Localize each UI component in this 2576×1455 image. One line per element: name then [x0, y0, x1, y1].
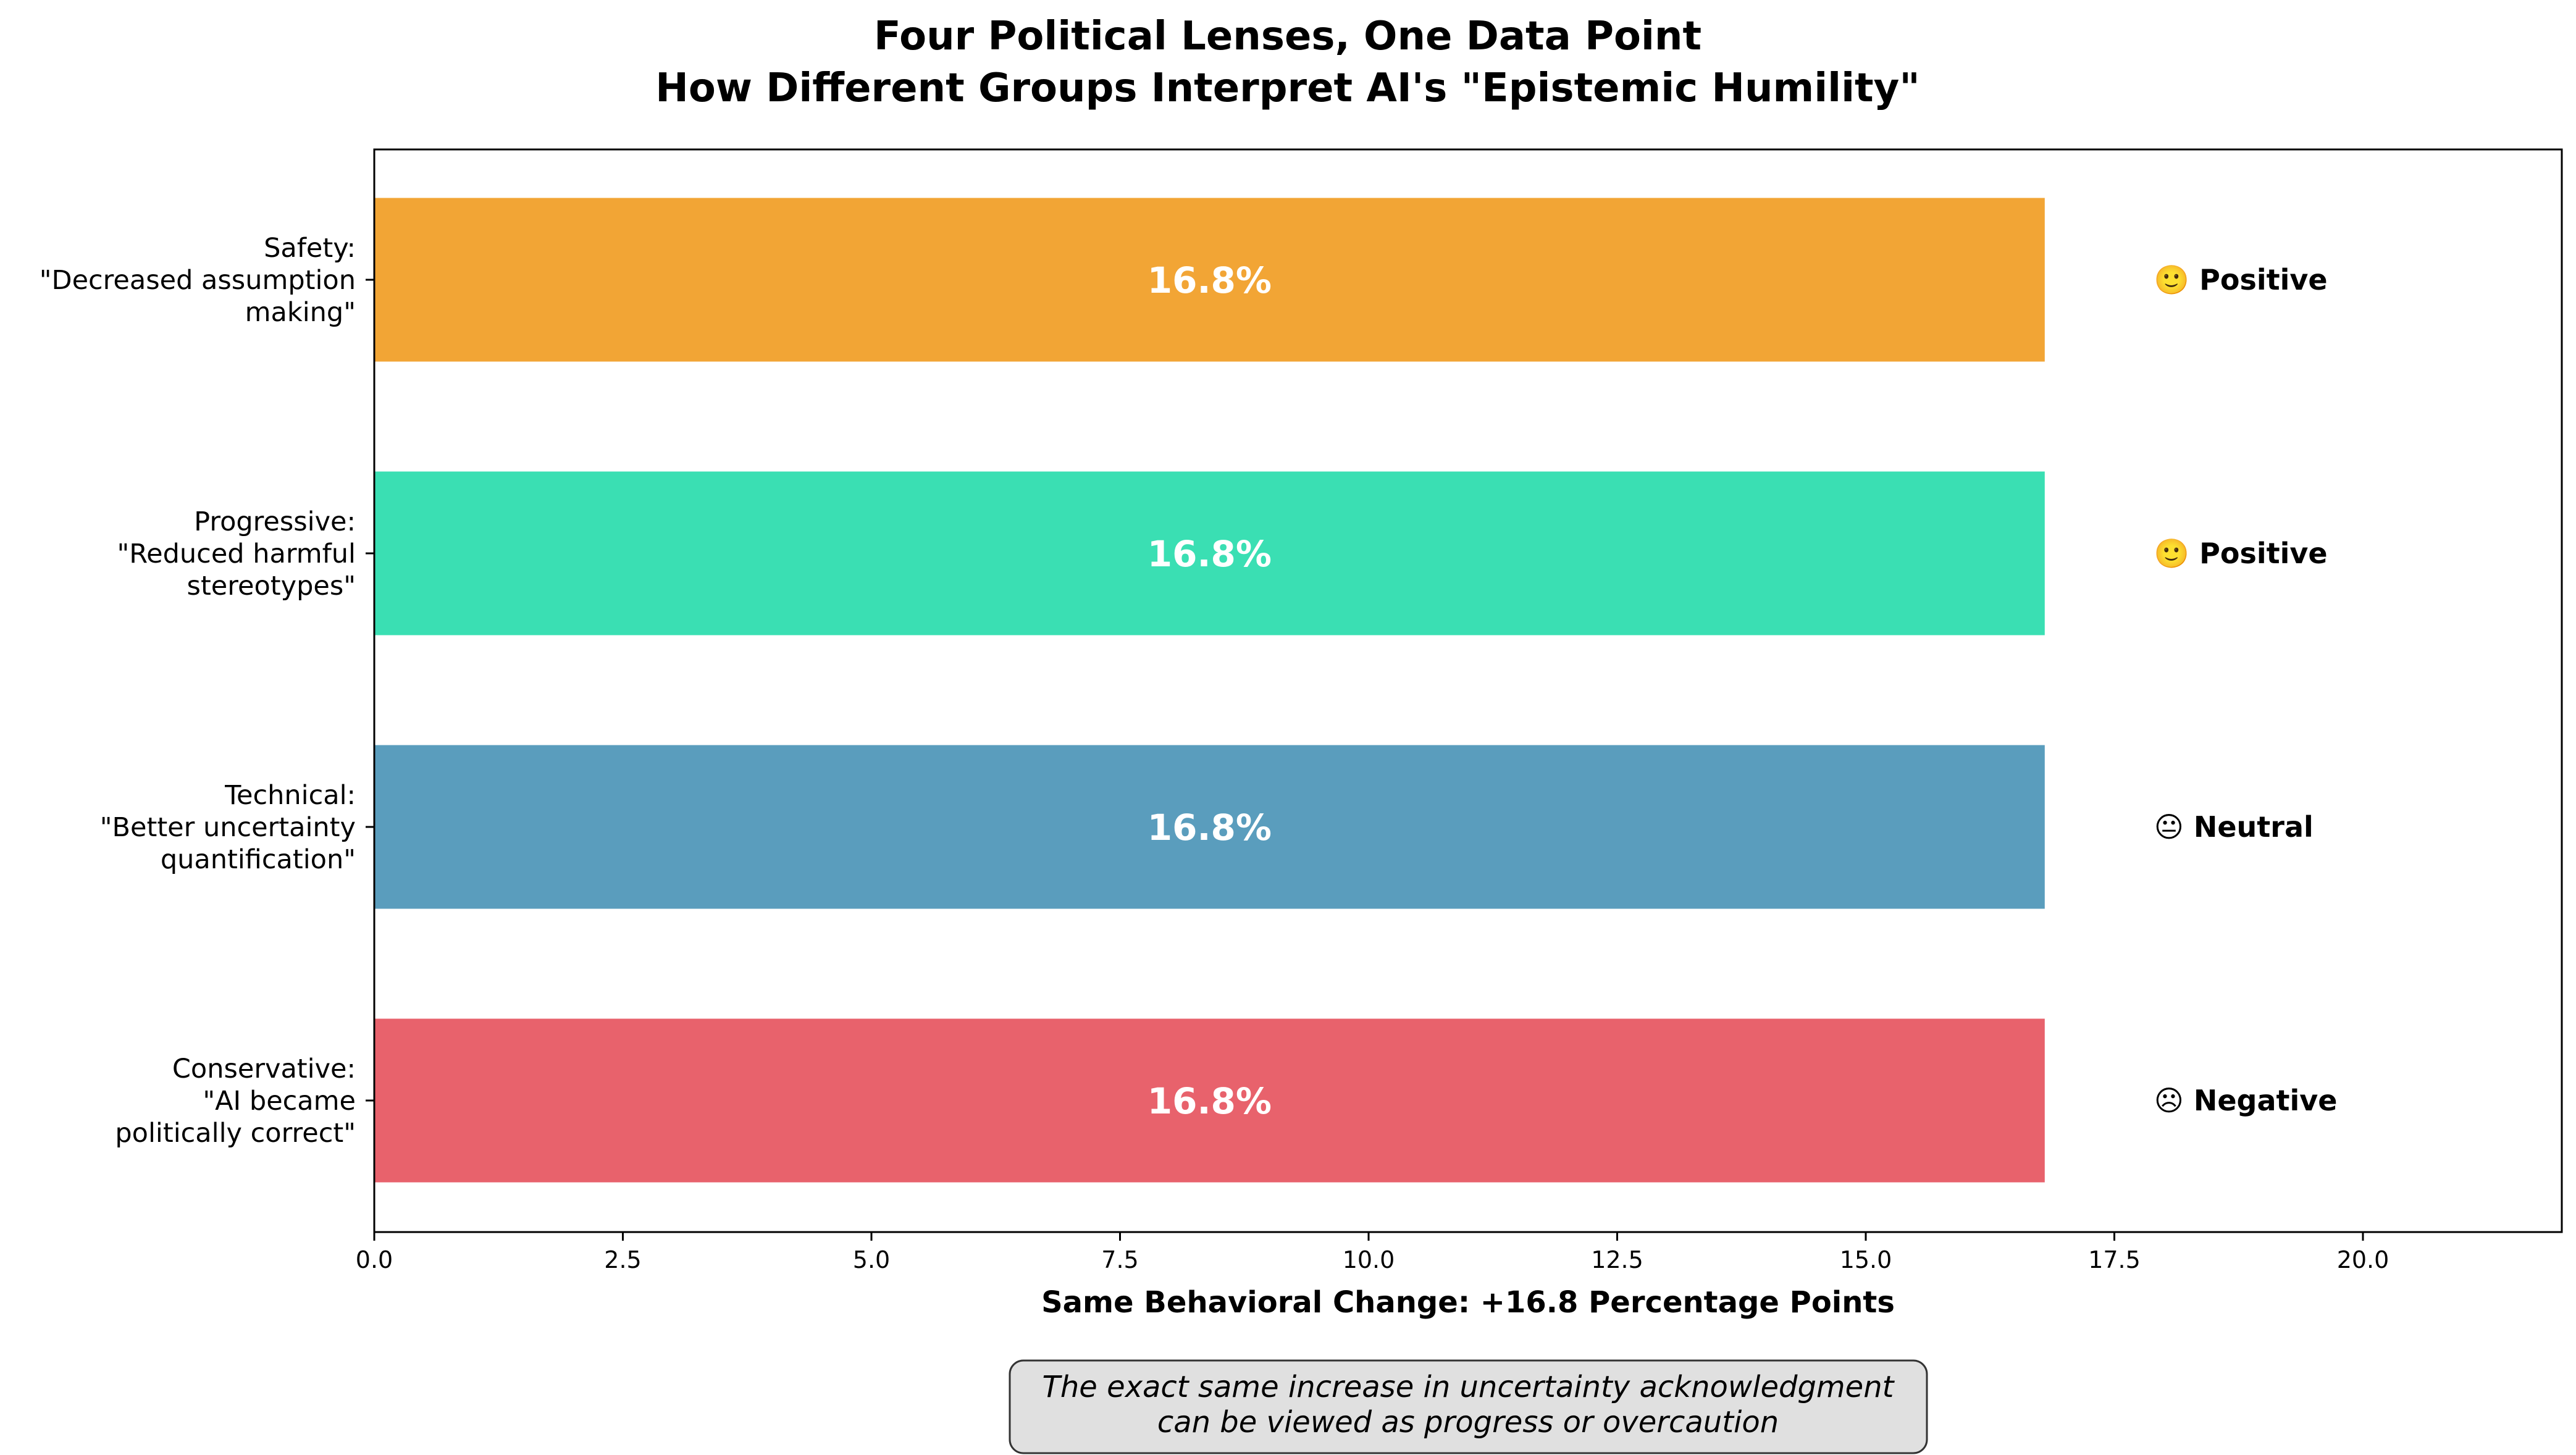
category-label: "Reduced harmful: [117, 539, 356, 569]
x-tick-label: 20.0: [2337, 1246, 2389, 1273]
chart-title: Four Political Lenses, One Data Point How…: [655, 14, 1919, 111]
category-label: "Decreased assumption: [40, 265, 356, 296]
category-label: Technical:: [224, 780, 356, 811]
sentiment-label: 🙂 Positive: [2154, 263, 2328, 296]
x-axis-label: Same Behavioral Change: +16.8 Percentage…: [1041, 1285, 1895, 1320]
x-tick-label: 12.5: [1591, 1246, 1643, 1273]
category-label: making": [245, 297, 356, 328]
bar-value-label: 16.8%: [1147, 533, 1272, 575]
category-label: Conservative:: [172, 1054, 356, 1084]
chart-title-line: Four Political Lenses, One Data Point: [874, 14, 1701, 59]
x-tick-label: 7.5: [1101, 1246, 1138, 1273]
bar: [374, 471, 2045, 635]
x-tick-label: 2.5: [604, 1246, 641, 1273]
bar: [374, 1018, 2045, 1183]
category-label: stereotypes": [187, 571, 356, 602]
category-label: "Better uncertainty: [100, 812, 356, 843]
category-label: politically correct": [115, 1118, 356, 1149]
x-tick-label: 10.0: [1343, 1246, 1395, 1273]
bar-value-label: 16.8%: [1147, 807, 1272, 849]
x-axis: 0.0 2.5 5.0 7.5 10.0 12.5 15.0 17.5 20.0 Same Beh…: [356, 1232, 2389, 1320]
bar-value-label: 16.8%: [1147, 1080, 1272, 1122]
bar: [374, 198, 2045, 362]
sentiment-label: 🙂 Positive: [2154, 537, 2328, 570]
category-label: quantification": [161, 844, 356, 875]
x-tick-label: 0.0: [356, 1246, 393, 1273]
category-label: Safety:: [264, 233, 356, 264]
bar-value-label: 16.8%: [1147, 259, 1272, 301]
x-tick-label: 5.0: [853, 1246, 890, 1273]
annotation-text: can be viewed as progress or overcaution: [1157, 1405, 1779, 1440]
axes: [373, 148, 2563, 1233]
bars: 16.8% 🙂 Positive 16.8% 🙂 Positive 16.8% 😐 Neu…: [374, 198, 2337, 1183]
chart-title-line: How Different Groups Interpret AI's "Epi…: [655, 65, 1919, 111]
category-label: Progressive:: [194, 506, 356, 537]
category-label: "AI became: [203, 1086, 356, 1117]
x-tick-label: 17.5: [2088, 1246, 2141, 1273]
annotation-text: The exact same increase in uncertainty a…: [1043, 1370, 1895, 1404]
x-tick-label: 15.0: [1840, 1246, 1892, 1273]
sentiment-label: ☹ Negative: [2154, 1084, 2338, 1117]
bar: [374, 745, 2045, 909]
plot-frame: [373, 148, 2563, 1233]
annotation-box: The exact same increase in uncertainty a…: [1009, 1359, 1928, 1454]
sentiment-label: 😐 Neutral: [2154, 810, 2314, 844]
annotation-box-bg: [1009, 1359, 1928, 1454]
